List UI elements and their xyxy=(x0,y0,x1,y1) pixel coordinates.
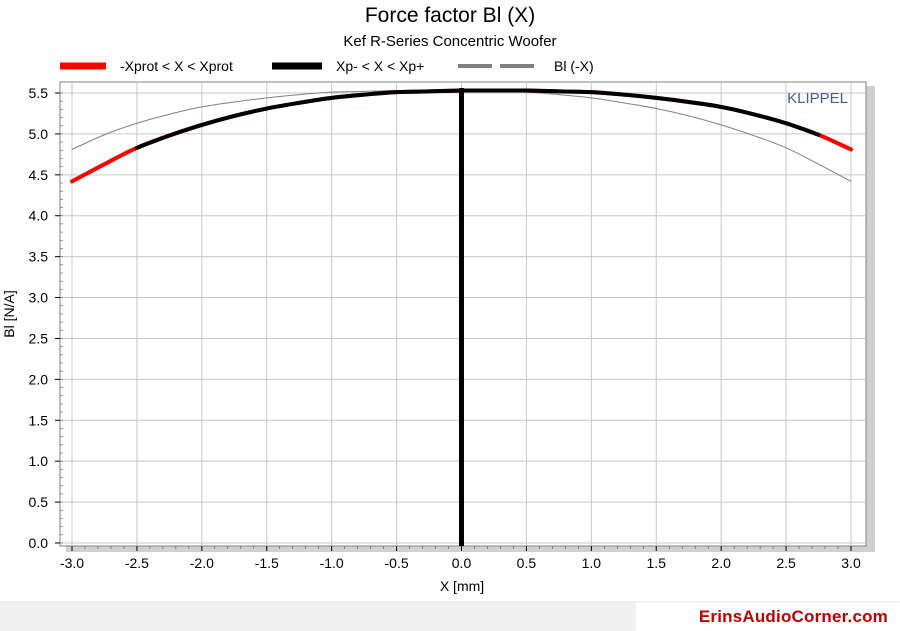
x-tick-label: 2.0 xyxy=(711,555,731,571)
y-tick-label: 4.5 xyxy=(29,167,49,183)
y-tick-label: 0.0 xyxy=(29,535,49,551)
watermark-klippel: KLIPPEL xyxy=(787,90,848,107)
x-tick-label: 2.5 xyxy=(776,555,796,571)
y-tick-label: 2.0 xyxy=(29,371,49,387)
x-tick-label: 1.5 xyxy=(647,555,667,571)
legend-label-bl-neg: Bl (-X) xyxy=(554,58,594,74)
y-tick-label: 1.5 xyxy=(29,412,49,428)
y-axis-ticks: 0.0 0.5 1.0 1.5 2.0 2.5 3.0 3.5 4.0 4.5 5.0 5.5 xyxy=(29,85,60,551)
y-axis-label: Bl [N/A] xyxy=(1,290,17,337)
x-tick-label: 0.5 xyxy=(517,555,537,571)
legend-label-xp: Xp- < X < Xp+ xyxy=(336,58,424,74)
y-tick-label: 2.5 xyxy=(29,330,49,346)
y-tick-label: 3.5 xyxy=(29,249,49,265)
x-axis-ticks: -3.0 -2.5 -2.0 -1.5 -1.0 -0.5 0.0 0.5 1.0 1.5 2.0 2… xyxy=(60,546,861,571)
footer-box xyxy=(636,603,900,631)
y-tick-label: 3.0 xyxy=(29,290,49,306)
x-tick-label: -3.0 xyxy=(60,555,84,571)
site-brand: ErinsAudioCorner.com xyxy=(698,607,888,626)
x-axis-label: X [mm] xyxy=(440,578,484,594)
x-tick-label: 0.0 xyxy=(452,555,472,571)
y-tick-label: 0.5 xyxy=(29,494,49,510)
minor-ticks xyxy=(60,92,852,549)
x-tick-label: -0.5 xyxy=(385,555,409,571)
x-tick-label: 3.0 xyxy=(841,555,861,571)
x-tick-label: 1.0 xyxy=(582,555,602,571)
y-tick-label: 1.0 xyxy=(29,453,49,469)
x-tick-label: -1.0 xyxy=(320,555,344,571)
y-tick-label: 5.0 xyxy=(29,126,49,142)
x-tick-label: -2.0 xyxy=(190,555,214,571)
series-line-xp xyxy=(134,88,821,150)
chart-title: Force factor Bl (X) xyxy=(365,4,535,27)
x-tick-label: -1.5 xyxy=(255,555,279,571)
chart-subtitle: Kef R-Series Concentric Woofer xyxy=(343,33,556,50)
y-tick-label: 5.5 xyxy=(29,85,49,101)
y-tick-label: 4.0 xyxy=(29,208,49,224)
chart: Force factor Bl (X) Kef R-Series Concent… xyxy=(1,4,875,594)
legend: -Xprot < X < Xprot Xp- < X < Xp+ Bl (-X) xyxy=(60,58,594,74)
x-tick-label: -2.5 xyxy=(125,555,149,571)
legend-label-xprot: -Xprot < X < Xprot xyxy=(120,58,233,74)
